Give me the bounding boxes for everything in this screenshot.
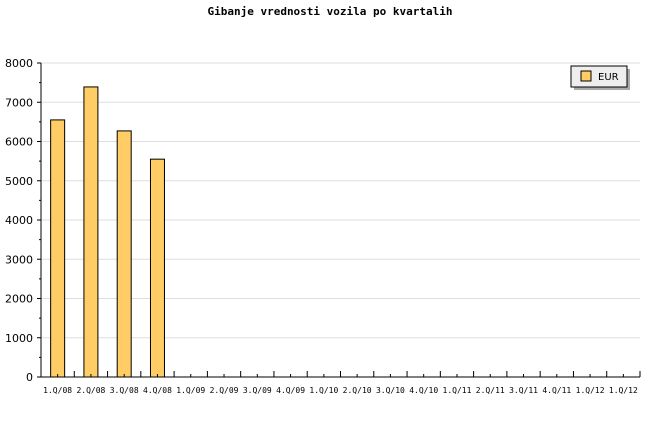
x-tick-label: 1.Q/11: [443, 386, 472, 395]
x-tick-label: 4.Q/10: [409, 386, 438, 395]
bar-3.Q/08: [116, 130, 132, 378]
x-tick-label: 1.Q/08: [43, 386, 72, 395]
x-tick-label: 2.Q/08: [76, 386, 105, 395]
y-tick-label: 8000: [5, 57, 33, 70]
bar-2.Q/08: [83, 86, 99, 378]
x-tick-label: 2.Q/10: [343, 386, 372, 395]
y-tick-label: 2000: [5, 293, 33, 306]
x-tick-label: 1.Q/12: [609, 386, 638, 395]
x-tick-label: 1.Q/12: [576, 386, 605, 395]
bar-4.Q/08: [149, 158, 165, 378]
x-tick-label: 1.Q/10: [309, 386, 338, 395]
y-tick-label: 3000: [5, 253, 33, 266]
x-tick-label: 3.Q/11: [509, 386, 538, 395]
x-tick-label: 4.Q/09: [276, 386, 305, 395]
legend: EUR: [570, 65, 630, 90]
legend-swatch: [580, 70, 592, 82]
x-tick-label: 2.Q/11: [476, 386, 505, 395]
x-tick-label: 4.Q/11: [542, 386, 571, 395]
x-tick-label: 3.Q/09: [243, 386, 272, 395]
chart-title: Gibanje vrednosti vozila po kvartalih: [207, 5, 452, 18]
y-tick-label: 4000: [5, 214, 33, 227]
y-tick-label: 0: [26, 371, 33, 384]
x-tick-label: 4.Q/08: [143, 386, 172, 395]
y-tick-label: 7000: [5, 96, 33, 109]
x-tick-label: 3.Q/10: [376, 386, 405, 395]
y-tick-label: 6000: [5, 136, 33, 149]
x-tick-label: 1.Q/09: [176, 386, 205, 395]
y-tick-label: 5000: [5, 175, 33, 188]
x-tick-label: 2.Q/09: [210, 386, 239, 395]
y-tick-label: 1000: [5, 332, 33, 345]
legend-label: EUR: [598, 72, 619, 83]
bar-1.Q/08: [50, 119, 66, 378]
x-tick-label: 3.Q/08: [110, 386, 139, 395]
